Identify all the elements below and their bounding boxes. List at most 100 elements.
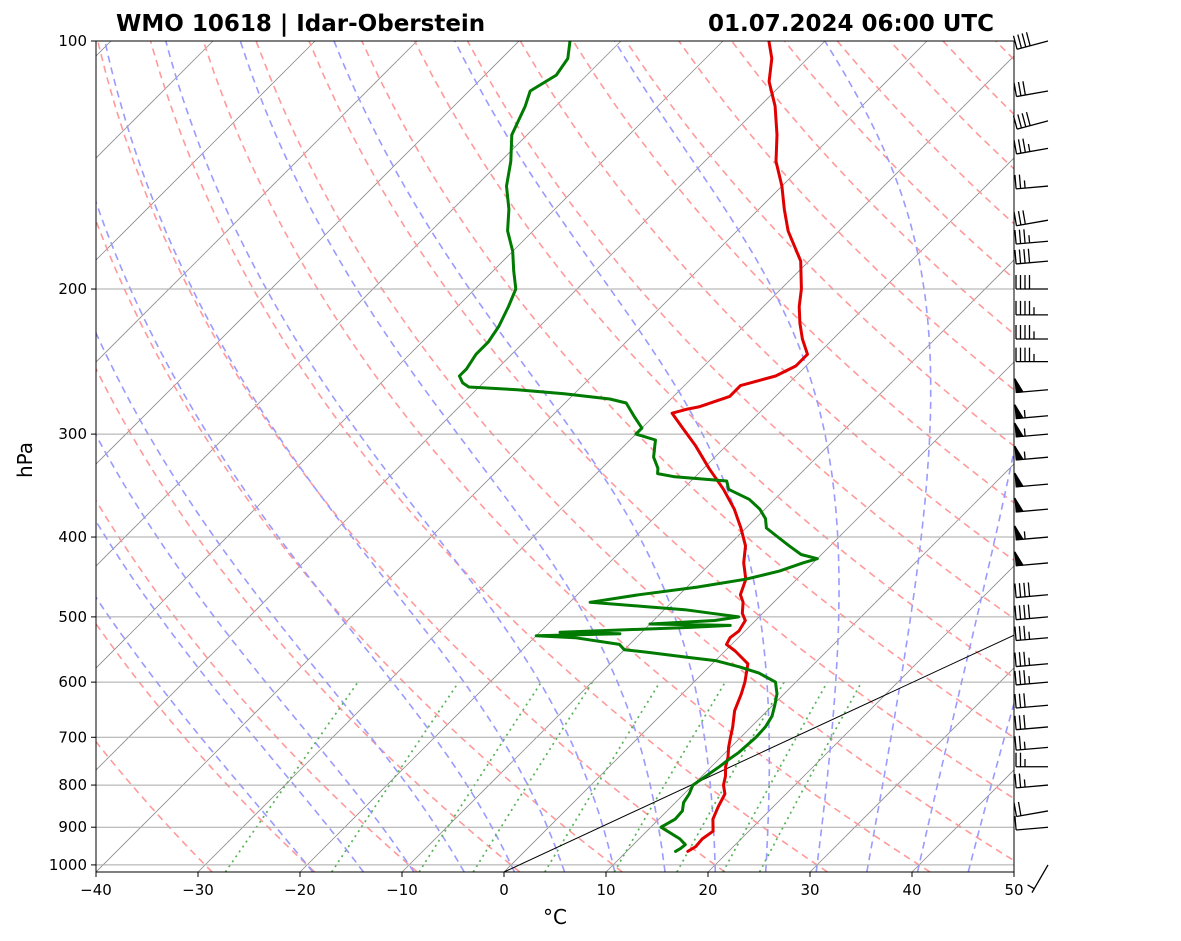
wind-barb (1014, 445, 1049, 461)
y-tick-label: 300 (58, 425, 87, 443)
mixing-ratio-line (472, 681, 594, 872)
y-tick-label: 1000 (49, 856, 87, 874)
y-tick-label: 100 (58, 32, 87, 50)
moist-adiabat-line (165, 41, 616, 872)
wind-barb (1014, 472, 1049, 488)
moist-adiabat-line (96, 596, 314, 872)
moist-adiabat-line (824, 41, 932, 872)
wind-barb (1014, 525, 1049, 541)
wind-barb (1014, 582, 1049, 599)
wind-barb (1014, 651, 1049, 668)
isotherm-line (605, 463, 1014, 872)
wind-barb (1015, 347, 1048, 363)
wind-barb (1014, 174, 1049, 190)
moist-adiabat-line (104, 41, 566, 872)
wind-barb (1014, 670, 1049, 686)
isotherm-line (96, 41, 724, 669)
wind-barb (1015, 752, 1048, 768)
wind-barb (1014, 604, 1049, 621)
moist-adiabat-line (916, 447, 1014, 872)
y-tick-label: 400 (58, 528, 87, 546)
wind-barb (1013, 138, 1049, 155)
dry-adiabat-line (96, 499, 418, 872)
x-tick-label: −10 (386, 881, 418, 899)
x-tick-label: 50 (1004, 881, 1023, 899)
wind-barb (1012, 32, 1049, 50)
y-tick-label: 500 (58, 608, 87, 626)
dry-adiabat-line (255, 41, 1014, 862)
wind-barb (1013, 210, 1049, 227)
wind-barb (1014, 714, 1049, 731)
wind-barb (1013, 81, 1049, 98)
isotherm-line (96, 41, 520, 465)
isotherm-line (809, 667, 1014, 872)
y-axis-label: hPa (13, 442, 37, 478)
wind-barb (1014, 735, 1049, 751)
moist-adiabat-line (967, 700, 1014, 872)
y-tick-label: 600 (58, 673, 87, 691)
dry-adiabat-line (96, 622, 316, 872)
mixing-ratio-line (330, 681, 460, 872)
plot-frame (95, 40, 1015, 873)
isotherm-line (96, 41, 418, 363)
x-axis-ticks: −40 −30 −20 −10 0 10 20 30 40 50 (80, 872, 1024, 899)
dry-adiabat-line (149, 41, 828, 872)
wind-barb (1014, 229, 1049, 245)
x-tick-label: −40 (80, 881, 112, 899)
zero-isotherm-line (503, 634, 1014, 872)
isotherm-line (299, 157, 1014, 872)
dry-adiabat-line (678, 41, 1014, 391)
dry-adiabat-line (572, 41, 1014, 504)
wind-barb (1014, 404, 1049, 420)
wind-barb (1012, 111, 1049, 130)
dry-adiabat-line (202, 41, 931, 872)
wind-barb (1014, 773, 1049, 789)
isotherm-line (96, 41, 826, 771)
y-tick-label: 800 (58, 776, 87, 794)
wind-barb (1014, 625, 1049, 642)
reference-lines (96, 41, 1014, 872)
wind-barb (1014, 551, 1049, 567)
mixing-ratio-line (418, 681, 543, 872)
wind-barb (1027, 864, 1049, 893)
wind-barb (1014, 422, 1049, 438)
mixing-ratio-line (224, 681, 359, 872)
moist-adiabat-line (239, 41, 666, 872)
wind-barbs (1012, 32, 1049, 893)
profiles (457, 41, 1014, 872)
y-tick-label: 900 (58, 818, 87, 836)
pressure-gridlines (96, 40, 1014, 866)
wind-barb (1014, 497, 1049, 513)
x-tick-label: 0 (499, 881, 509, 899)
wind-barb (1015, 275, 1048, 290)
x-tick-label: −30 (182, 881, 214, 899)
moist-adiabat-line (96, 519, 365, 872)
dry-adiabat-line (96, 41, 726, 872)
moist-adiabat-line (454, 41, 771, 872)
wind-barb (1014, 248, 1049, 265)
isotherm-line (401, 259, 1014, 872)
mixing-ratio-line (613, 681, 726, 872)
chart-title-time: 01.07.2024 06:00 UTC (708, 11, 994, 37)
isotherm-line (96, 41, 928, 872)
isotherm-line (96, 41, 622, 567)
wind-barb (1013, 801, 1049, 818)
dewpoint-profile-line (457, 41, 819, 853)
x-tick-label: 10 (596, 881, 615, 899)
moist-adiabat-line (96, 199, 516, 872)
dry-adiabat-line (361, 41, 1014, 739)
x-axis-label: °C (543, 905, 567, 929)
wind-barb (1014, 815, 1049, 831)
temperature-profile-line (670, 41, 809, 853)
isotherm-line (96, 41, 316, 261)
isotherm-line (197, 55, 1014, 872)
x-tick-label: −20 (284, 881, 316, 899)
y-tick-label: 700 (58, 728, 87, 746)
wind-barb (1014, 693, 1049, 709)
isotherm-line (707, 565, 1014, 872)
chart-title-station: WMO 10618 | Idar-Oberstein (116, 11, 485, 37)
isotherm-line (503, 361, 1014, 872)
mixing-ratio-line (544, 681, 661, 872)
